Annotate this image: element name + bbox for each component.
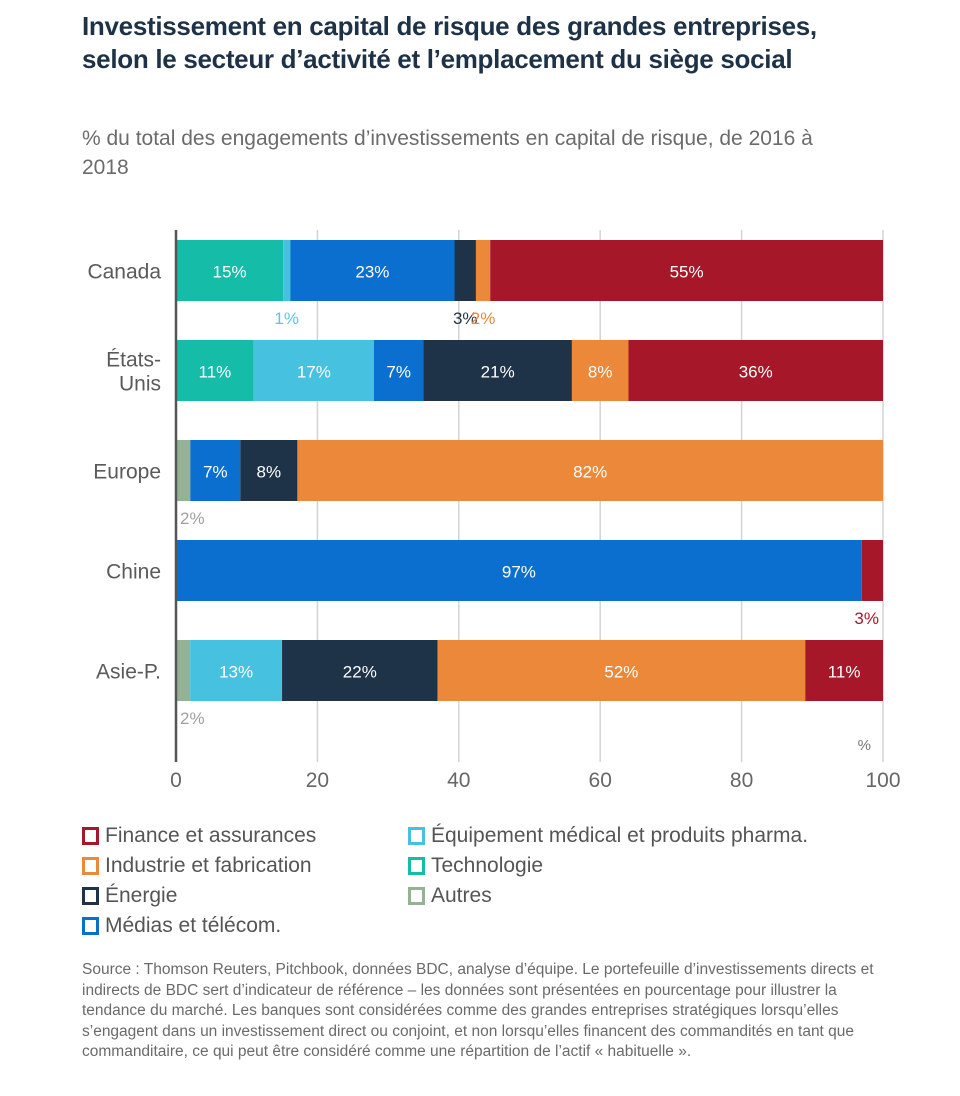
data-label: 2% xyxy=(180,709,205,728)
bar-segment xyxy=(190,640,283,701)
bar-segment xyxy=(423,340,572,401)
legend-swatch-icon xyxy=(82,857,99,875)
legend-swatch-icon xyxy=(408,887,425,905)
legend-label: Équipement médical et produits pharma. xyxy=(431,824,809,847)
bar-segment xyxy=(176,540,862,601)
legend-swatch-icon xyxy=(408,857,425,875)
category-label: Canada xyxy=(87,261,161,284)
bar-segment xyxy=(176,340,254,401)
chart-subtitle: % du total des engagements d’investissem… xyxy=(82,127,813,179)
legend-label: Industrie et fabrication xyxy=(105,854,312,877)
category-label: États- xyxy=(106,349,161,372)
data-label: 3% xyxy=(453,309,478,328)
bar-segment xyxy=(628,340,883,401)
bar-segment xyxy=(861,540,883,601)
bar-segment xyxy=(297,440,883,501)
legend-item-technologie: Technologie xyxy=(408,854,543,878)
legend-label: Technologie xyxy=(431,854,544,877)
legend-label: Finance et assurances xyxy=(105,824,317,847)
bar-segment xyxy=(571,340,629,401)
data-label: 3% xyxy=(854,609,879,628)
source-note: Source : Thomson Reuters, Pitchbook, don… xyxy=(82,961,874,1060)
x-tick-label: 40 xyxy=(447,769,470,792)
x-tick-label: 80 xyxy=(730,769,753,792)
data-label: 11% xyxy=(199,363,232,382)
legend-label: Énergie xyxy=(105,884,178,907)
data-label: 21% xyxy=(481,363,515,382)
bar-segment xyxy=(283,240,291,301)
category-label: Chine xyxy=(106,561,161,584)
bar-segment xyxy=(373,340,424,401)
bar-segment xyxy=(290,240,455,301)
x-axis-unit-label: % xyxy=(858,737,871,754)
data-label: 2% xyxy=(180,509,205,528)
data-label: 1% xyxy=(274,309,299,328)
data-label: 36% xyxy=(739,363,773,382)
x-tick-label: 60 xyxy=(589,769,612,792)
data-label: 97% xyxy=(502,563,536,582)
data-label: 52% xyxy=(604,663,638,682)
x-tick-label: 100 xyxy=(865,769,900,792)
data-label: 8% xyxy=(257,463,282,482)
legend-item-equipement-medical: Équipement médical et produits pharma. xyxy=(408,824,808,848)
chart-title: Investissement en capital de risque des … xyxy=(82,11,817,74)
legend-label: Médias et télécom. xyxy=(105,914,282,937)
data-label: 82% xyxy=(573,463,607,482)
data-label: 13% xyxy=(219,663,253,682)
x-tick-label: 20 xyxy=(306,769,329,792)
data-label: 8% xyxy=(588,363,613,382)
bar-segment xyxy=(454,240,476,301)
category-label: Europe xyxy=(93,461,161,484)
category-label: Unis xyxy=(119,373,161,396)
legend-swatch-icon xyxy=(82,917,99,935)
legend-item-industrie: Industrie et fabrication xyxy=(82,854,312,878)
data-label: 55% xyxy=(670,263,704,282)
bar-segment xyxy=(437,640,806,701)
bar-segment xyxy=(475,240,491,301)
bar-segment xyxy=(240,440,298,501)
legend-item-finance: Finance et assurances xyxy=(82,824,316,848)
bar-segment xyxy=(176,440,191,501)
legend-item-autres: Autres xyxy=(408,884,492,908)
bar-segment xyxy=(282,640,438,701)
bar-segment xyxy=(805,640,883,701)
legend-swatch-icon xyxy=(82,887,99,905)
legend-label: Autres xyxy=(431,884,492,907)
data-label: 2% xyxy=(471,309,496,328)
data-label: 7% xyxy=(203,463,228,482)
legend-item-medias: Médias et télécom. xyxy=(82,914,281,938)
data-label: 17% xyxy=(297,363,331,382)
bar-segment xyxy=(190,440,241,501)
data-label: 22% xyxy=(343,663,377,682)
legend-swatch-icon xyxy=(82,827,99,845)
bar-segment xyxy=(253,340,374,401)
bar-segment xyxy=(176,240,284,301)
x-tick-label: 0 xyxy=(170,769,182,792)
legend-swatch-icon xyxy=(408,827,425,845)
bar-segment xyxy=(176,640,191,701)
bar-segment xyxy=(490,240,883,301)
data-label: 11% xyxy=(828,663,861,682)
category-label: Asie-P. xyxy=(96,661,161,684)
data-label: 7% xyxy=(386,363,411,382)
data-label: 15% xyxy=(213,263,247,282)
legend-item-energie: Énergie xyxy=(82,884,177,908)
data-label: 23% xyxy=(355,263,389,282)
